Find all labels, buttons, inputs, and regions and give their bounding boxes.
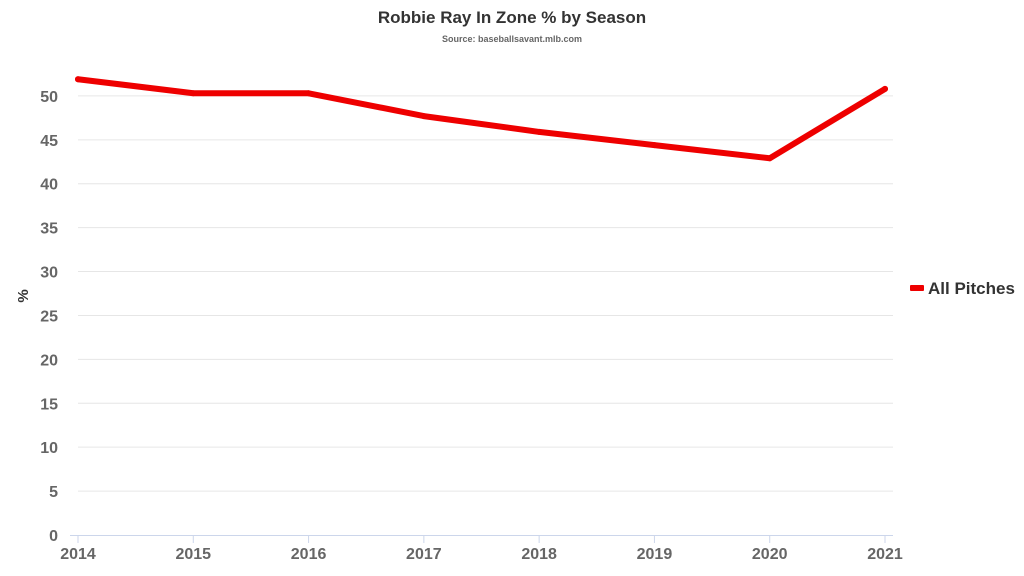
- series-lines: [75, 76, 888, 162]
- y-tick-label: 25: [40, 308, 58, 325]
- data-point-2021[interactable]: [882, 85, 888, 92]
- y-tick-label: 0: [49, 528, 58, 545]
- legend[interactable]: All Pitches: [910, 279, 1015, 298]
- data-point-2019[interactable]: [651, 142, 658, 149]
- x-tick-label: 2020: [752, 546, 788, 563]
- x-tick-label: 2016: [291, 546, 327, 563]
- y-tick-label: 20: [40, 352, 58, 369]
- gridlines: [78, 95, 893, 492]
- y-tick-label: 40: [40, 177, 58, 194]
- legend-label-all-pitches[interactable]: All Pitches: [928, 279, 1015, 298]
- data-point-2016[interactable]: [305, 90, 312, 97]
- data-point-2020[interactable]: [766, 155, 773, 162]
- x-tick-label: 2018: [521, 546, 557, 563]
- y-tick-label: 35: [40, 221, 58, 238]
- y-tick-label: 5: [49, 484, 58, 501]
- y-axis-ticks: 0 5 10 15 20 25 30 35 40 45 50: [40, 89, 58, 545]
- x-tick-label: 2021: [867, 546, 903, 563]
- y-axis-label: %: [15, 289, 32, 302]
- series-line-all-pitches[interactable]: [75, 76, 888, 162]
- chart-title: Robbie Ray In Zone % by Season: [378, 8, 646, 27]
- x-tick-label: 2017: [406, 546, 442, 563]
- y-tick-label: 10: [40, 440, 58, 457]
- x-tick-label: 2019: [637, 546, 673, 563]
- data-point-2014[interactable]: [75, 76, 81, 83]
- x-tick-label: 2015: [175, 546, 211, 563]
- y-tick-label: 45: [40, 133, 58, 150]
- data-point-2018[interactable]: [536, 128, 543, 135]
- y-tick-label: 15: [40, 396, 58, 413]
- chart-subtitle: Source: baseballsavant.mlb.com: [442, 34, 582, 44]
- y-tick-label: 30: [40, 265, 58, 282]
- legend-swatch-all-pitches: [910, 285, 924, 291]
- data-point-2015[interactable]: [190, 90, 197, 97]
- data-point-2017[interactable]: [420, 113, 427, 120]
- x-tick-label: 2014: [60, 546, 96, 563]
- x-axis: 2014 2015 2016 2017 2018 2019 2020 2021: [60, 535, 903, 563]
- y-tick-label: 50: [40, 89, 58, 106]
